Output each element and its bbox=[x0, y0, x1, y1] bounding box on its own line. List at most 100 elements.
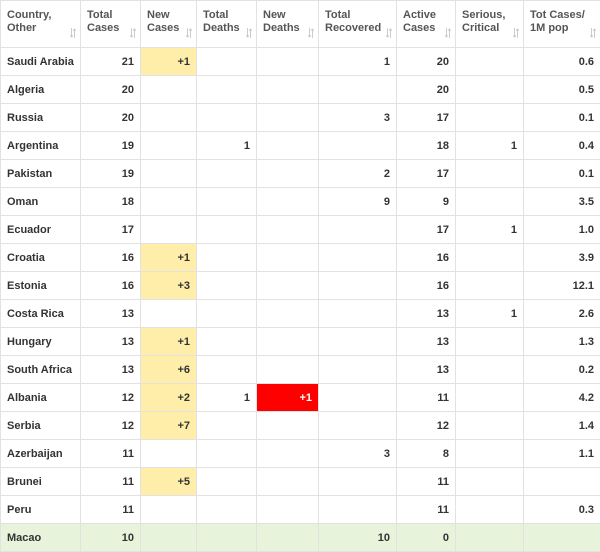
sort-icon[interactable] bbox=[590, 28, 596, 38]
new-cases bbox=[141, 188, 197, 216]
total-recovered: 1 bbox=[319, 48, 397, 76]
sort-icon[interactable] bbox=[445, 28, 451, 38]
total-recovered bbox=[319, 328, 397, 356]
country: Russia bbox=[1, 104, 81, 132]
active-cases: 9 bbox=[397, 188, 456, 216]
country: Saudi Arabia bbox=[1, 48, 81, 76]
active-cases: 11 bbox=[397, 468, 456, 496]
new-cases: +1 bbox=[141, 244, 197, 272]
serious-critical bbox=[456, 496, 524, 524]
total-cases: 12 bbox=[81, 412, 141, 440]
serious-critical bbox=[456, 104, 524, 132]
country: Brunei bbox=[1, 468, 81, 496]
new-deaths bbox=[257, 300, 319, 328]
cases-per-million: 3.9 bbox=[524, 244, 600, 272]
header-text: Cases bbox=[87, 22, 119, 34]
new-cases: +6 bbox=[141, 356, 197, 384]
header-text: Tot Cases/ bbox=[530, 9, 585, 21]
header-text: Cases bbox=[147, 22, 179, 34]
total-deaths bbox=[197, 272, 257, 300]
sort-icon[interactable] bbox=[70, 28, 76, 38]
sort-icon[interactable] bbox=[130, 28, 136, 38]
total-deaths: 1 bbox=[197, 132, 257, 160]
new-cases bbox=[141, 76, 197, 104]
total-recovered bbox=[319, 468, 397, 496]
active-cases: 18 bbox=[397, 132, 456, 160]
total-cases: 13 bbox=[81, 356, 141, 384]
serious-critical bbox=[456, 356, 524, 384]
new-cases bbox=[141, 132, 197, 160]
column-header[interactable]: Serious,Critical bbox=[456, 1, 524, 48]
sort-icon[interactable] bbox=[386, 28, 392, 38]
new-deaths: +1 bbox=[257, 384, 319, 412]
header-text: Serious, bbox=[462, 9, 505, 21]
cases-per-million: 4.2 bbox=[524, 384, 600, 412]
header-text: Cases bbox=[403, 22, 435, 34]
header-text: Total bbox=[325, 9, 350, 21]
country: Pakistan bbox=[1, 160, 81, 188]
serious-critical bbox=[456, 412, 524, 440]
total-deaths bbox=[197, 76, 257, 104]
total-cases: 19 bbox=[81, 132, 141, 160]
new-cases bbox=[141, 104, 197, 132]
total-recovered bbox=[319, 384, 397, 412]
new-deaths bbox=[257, 496, 319, 524]
new-cases bbox=[141, 496, 197, 524]
serious-critical bbox=[456, 244, 524, 272]
country: Peru bbox=[1, 496, 81, 524]
column-header[interactable]: Tot Cases/1M pop bbox=[524, 1, 600, 48]
country: Algeria bbox=[1, 76, 81, 104]
total-deaths bbox=[197, 244, 257, 272]
cases-per-million: 1.1 bbox=[524, 440, 600, 468]
header-text: Total bbox=[87, 9, 112, 21]
total-recovered bbox=[319, 356, 397, 384]
sort-icon[interactable] bbox=[186, 28, 192, 38]
cases-per-million: 1.3 bbox=[524, 328, 600, 356]
total-cases: 21 bbox=[81, 48, 141, 76]
total-cases: 20 bbox=[81, 104, 141, 132]
new-deaths bbox=[257, 160, 319, 188]
header-text: 1M pop bbox=[530, 22, 569, 34]
total-deaths bbox=[197, 160, 257, 188]
active-cases: 13 bbox=[397, 300, 456, 328]
total-recovered bbox=[319, 412, 397, 440]
total-recovered bbox=[319, 76, 397, 104]
new-cases: +1 bbox=[141, 48, 197, 76]
serious-critical: 1 bbox=[456, 132, 524, 160]
total-recovered bbox=[319, 496, 397, 524]
total-cases: 13 bbox=[81, 300, 141, 328]
active-cases: 17 bbox=[397, 104, 456, 132]
total-cases: 10 bbox=[81, 524, 141, 552]
country: Costa Rica bbox=[1, 300, 81, 328]
total-cases: 18 bbox=[81, 188, 141, 216]
new-deaths bbox=[257, 272, 319, 300]
total-recovered: 2 bbox=[319, 160, 397, 188]
header-text: Recovered bbox=[325, 22, 381, 34]
column-header[interactable]: Country,Other bbox=[1, 1, 81, 48]
cases-per-million bbox=[524, 524, 600, 552]
sort-icon[interactable] bbox=[246, 28, 252, 38]
cases-per-million: 1.0 bbox=[524, 216, 600, 244]
cases-per-million: 3.5 bbox=[524, 188, 600, 216]
sort-icon[interactable] bbox=[513, 28, 519, 38]
new-cases bbox=[141, 160, 197, 188]
new-deaths bbox=[257, 132, 319, 160]
serious-critical bbox=[456, 188, 524, 216]
serious-critical bbox=[456, 48, 524, 76]
active-cases: 12 bbox=[397, 412, 456, 440]
header-text: Deaths bbox=[263, 22, 300, 34]
sort-icon[interactable] bbox=[308, 28, 314, 38]
total-deaths bbox=[197, 440, 257, 468]
